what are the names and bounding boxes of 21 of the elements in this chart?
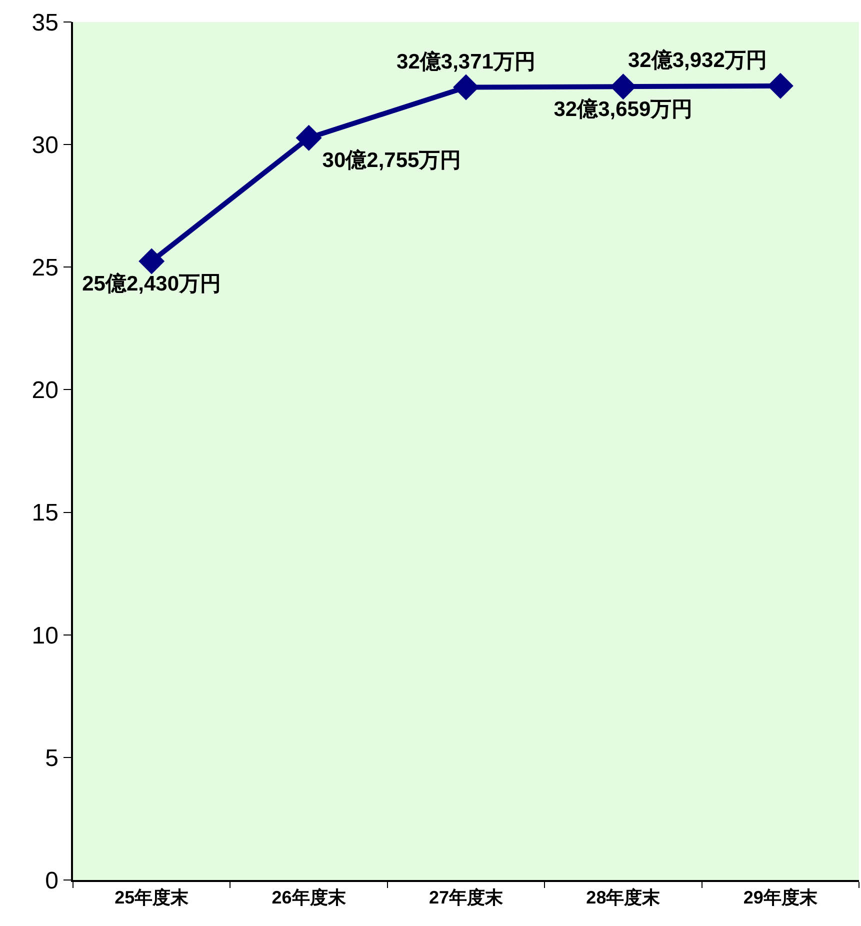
data-label: 32億3,932万円	[628, 48, 767, 72]
y-tick-label: 5	[45, 744, 58, 772]
y-tick-label: 25	[32, 254, 58, 282]
x-tick-label: 29年度末	[743, 887, 818, 908]
x-tick-label: 28年度末	[586, 887, 662, 908]
data-label: 30億2,755万円	[322, 148, 462, 172]
y-tick-label: 0	[45, 867, 58, 894]
x-tick-label: 25年度末	[114, 887, 190, 908]
data-label: 32億3,659万円	[554, 96, 693, 121]
y-tick-label: 15	[32, 500, 58, 527]
point	[138, 248, 165, 274]
point	[453, 74, 479, 100]
x-tick-label: 27年度末	[428, 887, 504, 908]
y-tick-label: 20	[32, 377, 58, 404]
y-tick-label: 30	[32, 132, 58, 159]
y-tick-label: 10	[32, 622, 58, 650]
point	[296, 124, 322, 151]
data-label: 25億2,430万円	[82, 271, 222, 296]
x-tick-label: 26年度末	[272, 887, 347, 908]
data-label: 32億3,371万円	[396, 50, 536, 74]
y-tick-label: 35	[32, 9, 58, 36]
